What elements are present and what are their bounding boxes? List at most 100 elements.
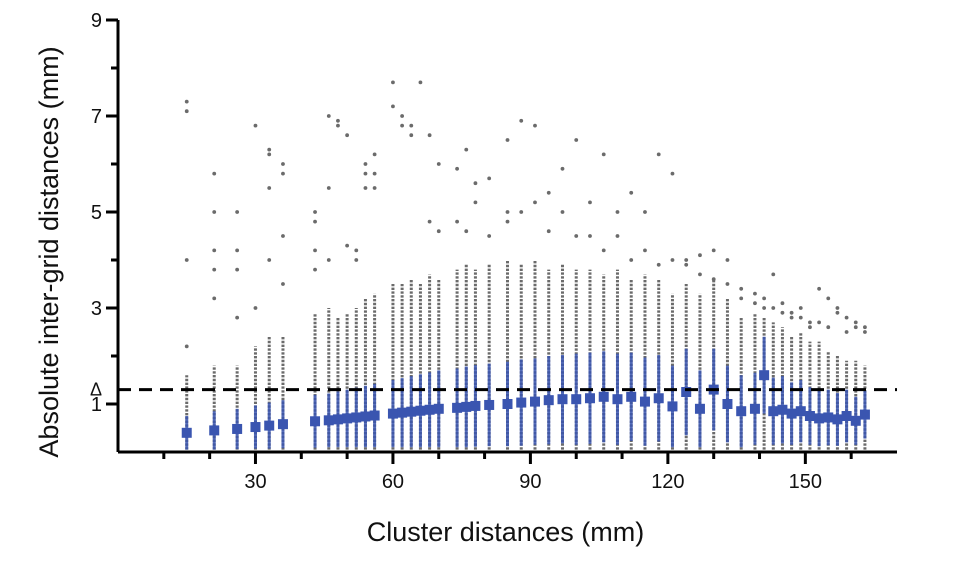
mean-marker — [777, 404, 788, 415]
mean-marker — [424, 404, 435, 415]
mean-marker — [768, 406, 779, 417]
outlier-point — [372, 171, 377, 176]
outlier-point — [546, 229, 551, 234]
outlier-point — [505, 210, 510, 214]
outlier-point — [835, 306, 840, 310]
outlier-point — [789, 310, 794, 315]
outlier-point — [643, 210, 647, 214]
mean-marker — [369, 410, 380, 421]
x-tick-label: 60 — [382, 471, 404, 493]
mean-marker — [859, 409, 870, 420]
outlier-point — [863, 330, 867, 334]
outlier-point — [267, 152, 272, 157]
mean-marker — [209, 425, 220, 436]
mean-marker — [387, 408, 398, 419]
y-tick-label: 7 — [91, 106, 102, 128]
outlier-point — [281, 162, 285, 166]
outlier-point — [780, 310, 785, 315]
outlier-point — [212, 248, 217, 253]
y-tick-label: 1 — [91, 394, 102, 416]
y-tick-label: 9 — [91, 10, 102, 32]
outlier-point — [235, 315, 240, 320]
outlier-point — [826, 296, 831, 301]
outlier-point — [753, 301, 757, 306]
mean-marker — [832, 414, 843, 425]
outlier-point — [253, 123, 258, 128]
outlier-point — [670, 258, 675, 262]
mean-marker — [351, 412, 362, 423]
mean-marker — [786, 408, 797, 419]
outlier-point — [487, 234, 492, 238]
outlier-point — [391, 104, 395, 109]
outlier-point — [684, 262, 689, 267]
outlier-point — [643, 248, 647, 253]
mean-marker — [612, 394, 623, 405]
outlier-point — [212, 210, 217, 214]
outlier-point — [184, 344, 189, 349]
outlier-point — [684, 258, 689, 262]
outlier-point — [739, 296, 744, 301]
outlier-point — [464, 229, 469, 234]
outlier-point — [427, 219, 432, 224]
outlier-point — [826, 325, 831, 330]
mean-marker — [406, 406, 417, 417]
axes: 1 3 5 7 9 30 60 90 120 150 — [91, 10, 897, 493]
outlier-point — [656, 152, 661, 157]
mean-marker — [360, 411, 371, 422]
outlier-point — [817, 286, 821, 291]
mean-marker — [323, 415, 334, 426]
y-tick-label: 5 — [91, 202, 102, 224]
outlier-point — [267, 186, 272, 190]
outlier-point — [853, 320, 858, 325]
outlier-point — [780, 301, 785, 306]
y-tick-label: 3 — [91, 298, 102, 320]
outlier-point — [281, 234, 285, 238]
mean-markers-layer — [181, 336, 870, 450]
y-axis-title: Absolute inter-grid distances (mm) — [34, 46, 64, 457]
outlier-point — [313, 267, 317, 272]
outlier-point — [808, 320, 812, 325]
outlier-point — [711, 248, 716, 253]
mean-marker — [342, 413, 353, 424]
mean-marker — [639, 396, 650, 407]
outlier-point — [505, 219, 510, 224]
outlier-point — [817, 320, 821, 325]
mean-marker — [694, 403, 705, 414]
x-tick-label: 120 — [651, 471, 684, 493]
outlier-point — [436, 229, 441, 234]
outlier-point — [184, 99, 189, 104]
outlier-point — [281, 282, 285, 286]
mean-marker — [626, 391, 637, 402]
mean-marker — [850, 415, 861, 426]
outlier-point — [615, 234, 620, 238]
mean-marker — [759, 370, 770, 381]
outlier-point — [313, 248, 317, 253]
reference-marker-glyph: Δ — [90, 380, 102, 400]
outlier-point — [363, 171, 368, 176]
outlier-point — [409, 133, 414, 138]
x-axis-title: Cluster distances (mm) — [367, 517, 645, 547]
mean-marker — [722, 399, 733, 409]
mean-marker — [461, 401, 472, 412]
x-tick-label: 150 — [789, 471, 822, 493]
outlier-point — [326, 114, 331, 118]
outlier-point — [533, 123, 537, 128]
outlier-point — [725, 258, 730, 262]
mean-marker — [736, 406, 747, 417]
outlier-point — [281, 171, 285, 176]
mean-marker — [397, 407, 408, 418]
mean-marker — [470, 400, 481, 411]
mean-marker — [415, 405, 426, 416]
outlier-point — [656, 262, 661, 267]
mean-marker — [841, 411, 852, 421]
mean-marker — [571, 394, 582, 405]
outlier-point — [354, 248, 359, 253]
mean-marker — [557, 394, 568, 405]
mean-marker — [667, 401, 678, 412]
outlier-point — [808, 325, 812, 330]
mean-marker — [529, 396, 540, 407]
outlier-point — [336, 118, 340, 123]
x-axis-ticks: 30 60 90 120 150 — [162, 452, 853, 493]
outlier-point — [363, 186, 368, 190]
